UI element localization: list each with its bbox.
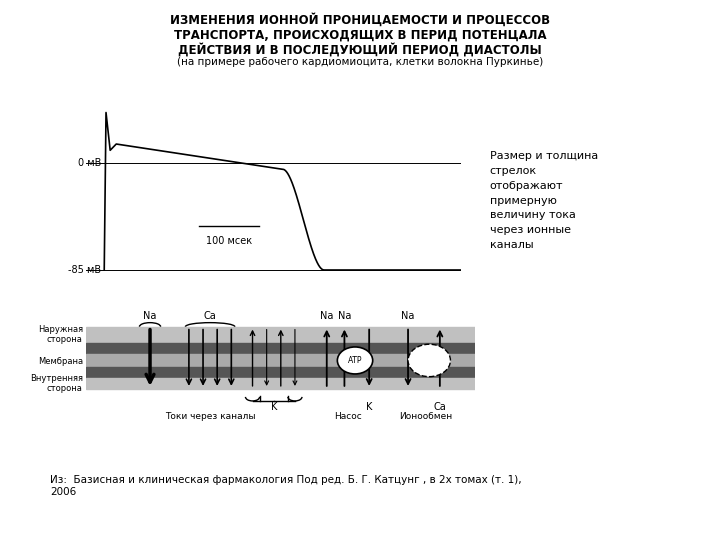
Bar: [86, 367, 475, 378]
Text: АТР: АТР: [348, 356, 362, 365]
Text: Na: Na: [338, 311, 351, 321]
Text: 0 мВ: 0 мВ: [78, 158, 102, 168]
Text: Ca: Ca: [433, 402, 446, 413]
Text: Наружная
сторона: Наружная сторона: [37, 325, 83, 345]
Text: Na: Na: [401, 311, 415, 321]
Text: ТРАНСПОРТА, ПРОИСХОДЯЩИХ В ПЕРИД ПОТЕНЦАЛА: ТРАНСПОРТА, ПРОИСХОДЯЩИХ В ПЕРИД ПОТЕНЦА…: [174, 28, 546, 41]
Text: Токи через каналы: Токи через каналы: [165, 411, 256, 421]
Text: ИЗМЕНЕНИЯ ИОННОЙ ПРОНИЦАЕМОСТИ И ПРОЦЕССОВ: ИЗМЕНЕНИЯ ИОННОЙ ПРОНИЦАЕМОСТИ И ПРОЦЕСС…: [170, 14, 550, 27]
Bar: [86, 327, 475, 343]
Text: K: K: [366, 402, 372, 413]
Text: 100 мсек: 100 мсек: [206, 236, 252, 246]
Text: ДЕЙСТВИЯ И В ПОСЛЕДУЮЩИЙ ПЕРИОД ДИАСТОЛЫ: ДЕЙСТВИЯ И В ПОСЛЕДУЮЩИЙ ПЕРИОД ДИАСТОЛЫ: [178, 43, 542, 57]
Text: Ca: Ca: [204, 311, 217, 321]
Bar: [86, 354, 475, 367]
Bar: [86, 343, 475, 354]
Text: Na: Na: [320, 311, 333, 321]
Text: Na: Na: [143, 311, 157, 321]
Circle shape: [408, 345, 451, 377]
Bar: [86, 378, 475, 389]
Text: K: K: [271, 402, 277, 413]
Text: Мембрана: Мембрана: [37, 357, 83, 366]
Text: Размер и толщина
стрелок
отображают
примерную
величину тока
через ионные
каналы: Размер и толщина стрелок отображают прим…: [490, 151, 598, 250]
Text: -85 мВ: -85 мВ: [68, 265, 102, 275]
Text: Внутренняя
сторона: Внутренняя сторона: [30, 374, 83, 393]
Text: Насос: Насос: [334, 411, 362, 421]
Circle shape: [338, 347, 373, 374]
Text: Из:  Базисная и клиническая фармакология Под ред. Б. Г. Катцунг , в 2х томах (т.: Из: Базисная и клиническая фармакология …: [50, 475, 522, 497]
Text: (на примере рабочего кардиомиоцита, клетки волокна Пуркинье): (на примере рабочего кардиомиоцита, клет…: [177, 57, 543, 68]
Text: Ионообмен: Ионообмен: [399, 411, 452, 421]
